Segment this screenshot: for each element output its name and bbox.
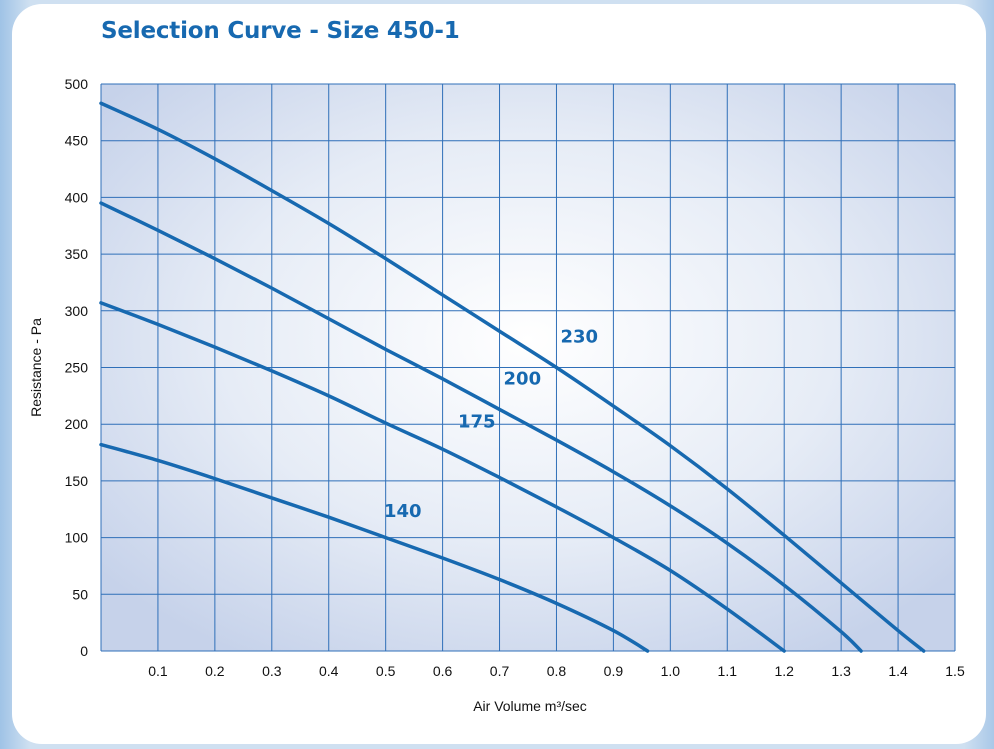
- x-tick-label: 0.5: [376, 663, 396, 679]
- y-tick-label: 350: [65, 246, 89, 262]
- y-axis-label: Resistance - Pa: [28, 318, 44, 417]
- curve-140: [99, 442, 650, 653]
- x-tick-label: 1.2: [774, 663, 794, 679]
- y-tick-label: 0: [80, 643, 88, 659]
- x-tick-label: 0.8: [547, 663, 567, 679]
- y-tick-label: 50: [72, 586, 88, 602]
- y-tick-label: 500: [65, 76, 89, 92]
- curve-label-230: 230: [560, 327, 598, 348]
- curve-labels: 140 175 200 230: [384, 327, 598, 523]
- chart-title: Selection Curve - Size 450-1: [101, 18, 460, 44]
- x-tick-label: 0.9: [604, 663, 624, 679]
- x-axis-label: Air Volume m³/sec: [473, 698, 587, 714]
- curve-label-175: 175: [458, 412, 496, 433]
- x-tick-label: 0.1: [148, 663, 168, 679]
- x-tick-label: 0.3: [262, 663, 282, 679]
- x-tick-label: 0.7: [490, 663, 510, 679]
- y-tick-label: 300: [65, 303, 89, 319]
- y-tick-label: 200: [65, 416, 89, 432]
- y-tick-label: 100: [65, 530, 89, 546]
- curve-230: [99, 101, 926, 653]
- x-tick-label: 0.6: [433, 663, 453, 679]
- curves: [99, 101, 926, 653]
- tick-labels: 0.1 0.2 0.3 0.4 0.5 0.6 0.7 0.8 0.9 1.0 1.1 1.2 1.3 1…: [65, 76, 965, 679]
- x-tick-label: 1.5: [945, 663, 965, 679]
- y-tick-label: 250: [65, 360, 89, 376]
- x-tick-label: 1.1: [718, 663, 738, 679]
- curve-label-200: 200: [504, 369, 542, 390]
- x-tick-label: 0.2: [205, 663, 225, 679]
- x-tick-label: 1.4: [888, 663, 908, 679]
- y-tick-label: 400: [65, 189, 89, 205]
- curve-175: [99, 301, 786, 653]
- curve-label-140: 140: [384, 501, 422, 522]
- y-tick-label: 450: [65, 133, 89, 149]
- y-tick-label: 150: [65, 473, 89, 489]
- x-tick-label: 0.4: [319, 663, 339, 679]
- x-tick-label: 1.0: [661, 663, 681, 679]
- x-tick-label: 1.3: [831, 663, 851, 679]
- curve-200: [99, 201, 863, 653]
